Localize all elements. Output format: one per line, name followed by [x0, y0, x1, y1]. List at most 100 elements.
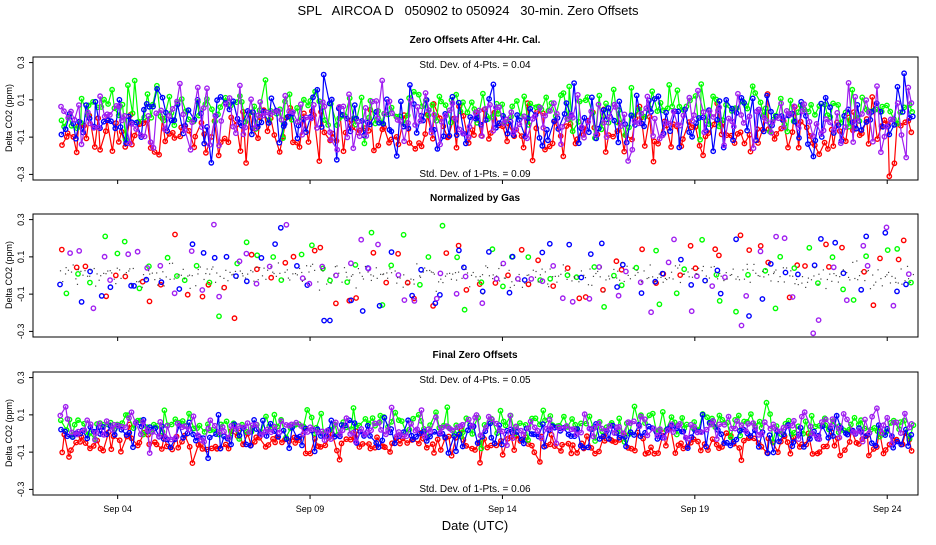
data-point-purple — [469, 423, 475, 430]
data-point-black — [662, 281, 664, 283]
data-point-black — [840, 272, 842, 275]
data-point-black — [255, 266, 257, 268]
data-point-purple — [358, 236, 365, 243]
data-point-blue — [107, 284, 114, 291]
data-point-black — [176, 275, 178, 277]
data-point-purple — [586, 295, 593, 302]
data-point-purple — [242, 124, 249, 131]
data-point-blue — [500, 113, 506, 119]
data-point-red — [153, 441, 160, 448]
data-point-purple — [336, 431, 343, 438]
data-point-black — [666, 278, 668, 281]
data-point-black — [664, 277, 667, 280]
data-point-blue — [858, 127, 865, 133]
data-point-black — [416, 263, 418, 265]
data-point-black — [182, 268, 184, 270]
data-point-green — [679, 414, 686, 421]
data-point-black — [261, 275, 264, 277]
data-point-red — [677, 272, 684, 278]
data-point-purple — [844, 416, 850, 423]
data-point-purple — [593, 131, 599, 138]
data-point-blue — [623, 443, 629, 450]
data-point-black — [89, 275, 91, 277]
data-point-purple — [725, 115, 732, 122]
data-point-black — [617, 270, 619, 272]
data-point-purple — [603, 134, 610, 140]
data-point-red — [406, 139, 413, 146]
annotation-std-dev-4pts: Std. Dev. of 4-Pts. = 0.05 — [419, 375, 531, 386]
data-point-red — [602, 149, 609, 155]
data-point-blue — [551, 118, 557, 125]
data-point-blue — [575, 140, 582, 147]
data-point-blue — [684, 445, 691, 451]
data-point-red — [877, 255, 883, 262]
data-point-purple — [631, 418, 637, 425]
data-point-red — [307, 450, 314, 457]
data-point-blue — [303, 129, 309, 136]
data-point-black — [477, 279, 479, 281]
data-point-purple — [735, 90, 741, 97]
data-point-blue — [168, 117, 175, 124]
data-point-red — [741, 140, 748, 147]
data-point-blue — [755, 443, 762, 450]
data-point-green — [196, 422, 203, 429]
data-point-green — [532, 415, 539, 422]
data-point-blue — [746, 313, 752, 319]
data-point-red — [395, 250, 401, 257]
data-point-purple — [76, 247, 83, 254]
data-point-black — [726, 278, 728, 280]
data-point-green — [517, 420, 523, 426]
data-point-black — [767, 274, 770, 276]
data-point-purple — [249, 422, 256, 428]
data-point-blue — [858, 286, 865, 293]
data-marks — [58, 70, 916, 180]
data-point-black — [118, 269, 121, 271]
data-point-green — [748, 411, 754, 417]
data-point-purple — [462, 273, 469, 280]
data-point-purple — [253, 421, 260, 428]
data-point-purple — [644, 93, 651, 100]
data-point-blue — [509, 253, 516, 260]
data-point-black — [789, 275, 791, 277]
data-point-purple — [617, 123, 624, 130]
data-point-green — [136, 285, 143, 292]
data-point-green — [909, 109, 916, 115]
data-point-red — [109, 148, 116, 155]
data-point-purple — [221, 428, 227, 435]
data-point-blue — [230, 98, 237, 105]
data-point-black — [199, 266, 201, 268]
data-point-blue — [62, 126, 69, 133]
data-point-green — [654, 108, 661, 115]
data-point-blue — [78, 298, 85, 305]
data-point-purple — [703, 426, 710, 433]
data-point-blue — [373, 439, 380, 446]
data-point-green — [697, 136, 703, 143]
data-point-purple — [643, 105, 650, 112]
data-point-black — [145, 278, 147, 280]
data-point-black — [105, 273, 107, 275]
data-point-purple — [418, 407, 425, 413]
data-point-red — [158, 446, 165, 452]
data-point-purple — [111, 421, 117, 428]
data-point-purple — [685, 435, 692, 442]
data-point-red — [82, 263, 89, 270]
y-tick-label: 0.1 — [16, 94, 26, 107]
data-point-green — [238, 99, 245, 105]
data-point-purple — [403, 433, 410, 440]
data-point-black — [265, 278, 267, 280]
data-point-purple — [278, 116, 285, 123]
data-point-purple — [246, 429, 253, 436]
data-point-green — [884, 247, 891, 254]
annotation-std-dev-4pts: Std. Dev. of 4-Pts. = 0.04 — [419, 60, 531, 71]
data-point-blue — [64, 433, 71, 440]
data-point-black — [782, 267, 784, 269]
data-point-black — [867, 269, 869, 272]
data-point-black — [282, 278, 284, 280]
data-point-purple — [185, 426, 192, 433]
data-point-green — [561, 413, 567, 420]
data-point-purple — [629, 146, 636, 153]
data-point-green — [119, 101, 126, 108]
data-point-purple — [590, 433, 597, 440]
data-point-purple — [874, 83, 880, 90]
data-point-purple — [789, 422, 796, 429]
